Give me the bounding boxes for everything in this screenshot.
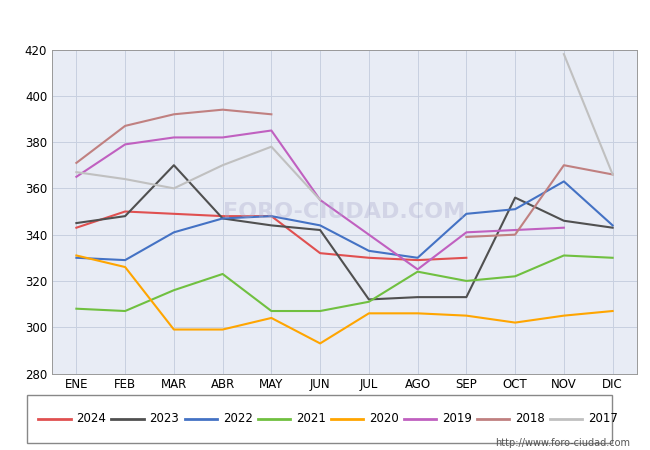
- Text: 2021: 2021: [296, 412, 326, 425]
- Text: 2018: 2018: [515, 412, 545, 425]
- Text: http://www.foro-ciudad.com: http://www.foro-ciudad.com: [495, 438, 630, 448]
- Text: 2020: 2020: [369, 412, 398, 425]
- Text: FORO-CIUDAD.COM: FORO-CIUDAD.COM: [224, 202, 465, 221]
- Text: 2023: 2023: [150, 412, 179, 425]
- Text: Afiliados en Castilleja de Guzmán a 30/9/2024: Afiliados en Castilleja de Guzmán a 30/9…: [117, 13, 533, 32]
- FancyBboxPatch shape: [27, 395, 612, 443]
- Text: 2017: 2017: [588, 412, 618, 425]
- Text: 2019: 2019: [442, 412, 472, 425]
- Text: 2022: 2022: [222, 412, 252, 425]
- Text: 2024: 2024: [77, 412, 106, 425]
